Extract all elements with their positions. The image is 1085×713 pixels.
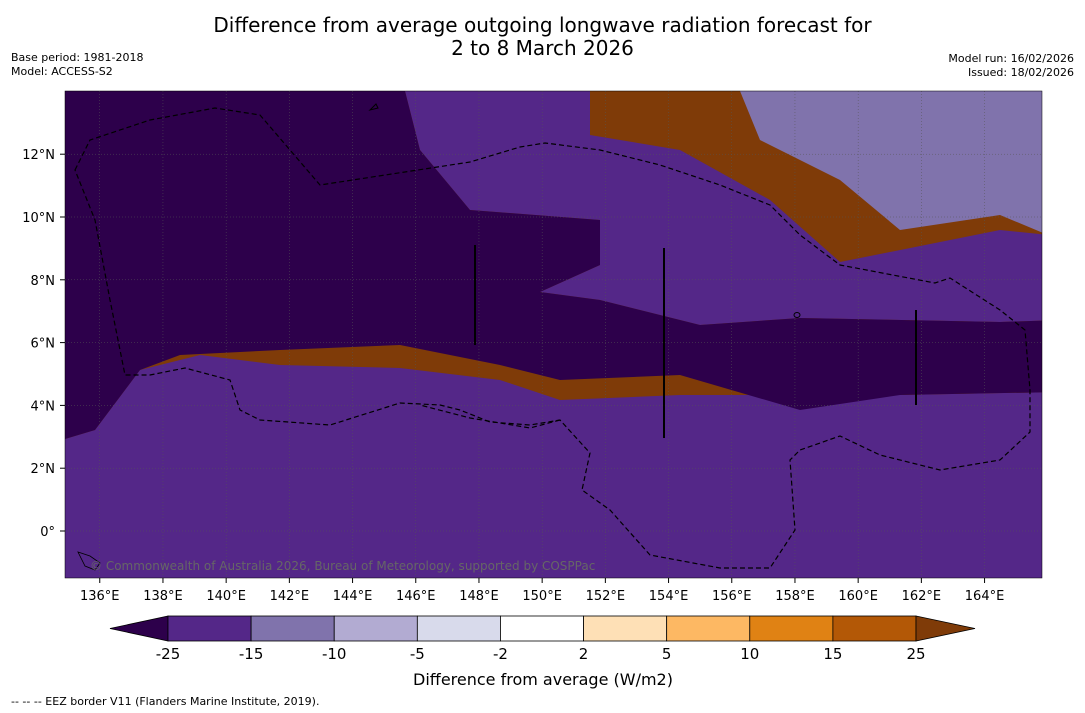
legend-tick-label: -10 (322, 645, 347, 663)
lon-tick-label: 140°E (206, 589, 246, 604)
lon-tick-label: 150°E (522, 589, 562, 604)
lon-tick-label: 158°E (775, 589, 815, 604)
legend-tick-label: -2 (493, 645, 508, 663)
legend-swatch (333, 615, 418, 642)
lon-tick-label: 160°E (838, 589, 878, 604)
map-frame (64, 90, 1043, 579)
island-outline (368, 103, 379, 111)
lon-tick-label: 164°E (965, 589, 1005, 604)
lon-tick-label: 138°E (143, 589, 183, 604)
legend-swatch (250, 615, 335, 642)
legend-tick-label: 10 (740, 645, 759, 663)
island-outline (793, 312, 801, 318)
eez-footnote: -- -- -- EEZ border V11 (Flanders Marine… (11, 695, 320, 708)
legend-over-arrow (915, 615, 976, 642)
issued-date: Issued: 18/02/2026 (967, 66, 1074, 79)
legend-tick-label: -15 (239, 645, 264, 663)
copyright-note: © Commonwealth of Australia 2026, Bureau… (90, 559, 595, 573)
lat-tick-label: 12°N (22, 148, 55, 163)
legend-tick-label: -5 (410, 645, 425, 663)
lat-tick-label: 10°N (22, 211, 55, 226)
lat-tick-label: 6°N (31, 337, 56, 352)
map-field (65, 91, 1042, 578)
legend-swatch (749, 615, 834, 642)
band-minus-25 (65, 91, 1042, 439)
eez-border-line (74, 107, 1031, 569)
colour-legend: -25 -15 -10 -5 -2 2 5 10 15 25 (109, 615, 976, 663)
lat-tick-label: 4°N (31, 399, 56, 414)
legend-tick-label: -25 (156, 645, 181, 663)
title-line-1: Difference from average outgoing longwav… (213, 13, 872, 37)
lon-tick-label: 154°E (649, 589, 689, 604)
eez-borders (74, 103, 1031, 571)
lon-tick-label: 146°E (396, 589, 436, 604)
lon-tick-label: 152°E (586, 589, 626, 604)
lon-tick-label: 142°E (270, 589, 310, 604)
meta-left: Base period: 1981-2018 Model: ACCESS-S2 (11, 51, 143, 79)
band-minus-15-25 (65, 91, 1042, 578)
lon-tick-label: 148°E (459, 589, 499, 604)
legend-under-arrow (109, 615, 169, 642)
meta-right: Model run: 16/02/2026 Issued: 18/02/2026 (948, 52, 1074, 80)
lat-tick-label: 8°N (31, 274, 56, 289)
legend-tick-label: 25 (906, 645, 925, 663)
lat-tick-label: 0° (40, 525, 55, 540)
lon-tick-label: 156°E (712, 589, 752, 604)
legend-tick-label: 15 (823, 645, 842, 663)
legend-swatch (500, 615, 584, 642)
model-run: Model run: 16/02/2026 (948, 52, 1074, 65)
legend-tick-label: 2 (579, 645, 589, 663)
lon-tick-label: 136°E (80, 589, 120, 604)
legend-label: Difference from average (W/m2) (413, 670, 673, 689)
lat-tick-label: 2°N (31, 462, 56, 477)
base-period: Base period: 1981-2018 (11, 51, 144, 64)
title-line-2: 2 to 8 March 2026 (451, 36, 634, 60)
map-grid (65, 91, 1042, 578)
latitude-ticks: 12°N 10°N 8°N 6°N 4°N 2°N 0° (22, 148, 65, 540)
island-outline (77, 551, 101, 571)
legend-swatch (167, 615, 252, 642)
map-title: Difference from average outgoing longwav… (0, 14, 1085, 60)
legend-swatch (583, 615, 668, 642)
model-name: Model: ACCESS-S2 (11, 65, 113, 78)
lon-tick-label: 162°E (902, 589, 942, 604)
legend-tick-label: 5 (662, 645, 672, 663)
legend-swatch (832, 615, 917, 642)
lon-tick-label: 144°E (333, 589, 373, 604)
longitude-ticks: 136°E 138°E 140°E 142°E 144°E 146°E 148°E 150°E… (80, 578, 1004, 604)
legend-swatch (416, 615, 501, 642)
legend-swatch (666, 615, 751, 642)
